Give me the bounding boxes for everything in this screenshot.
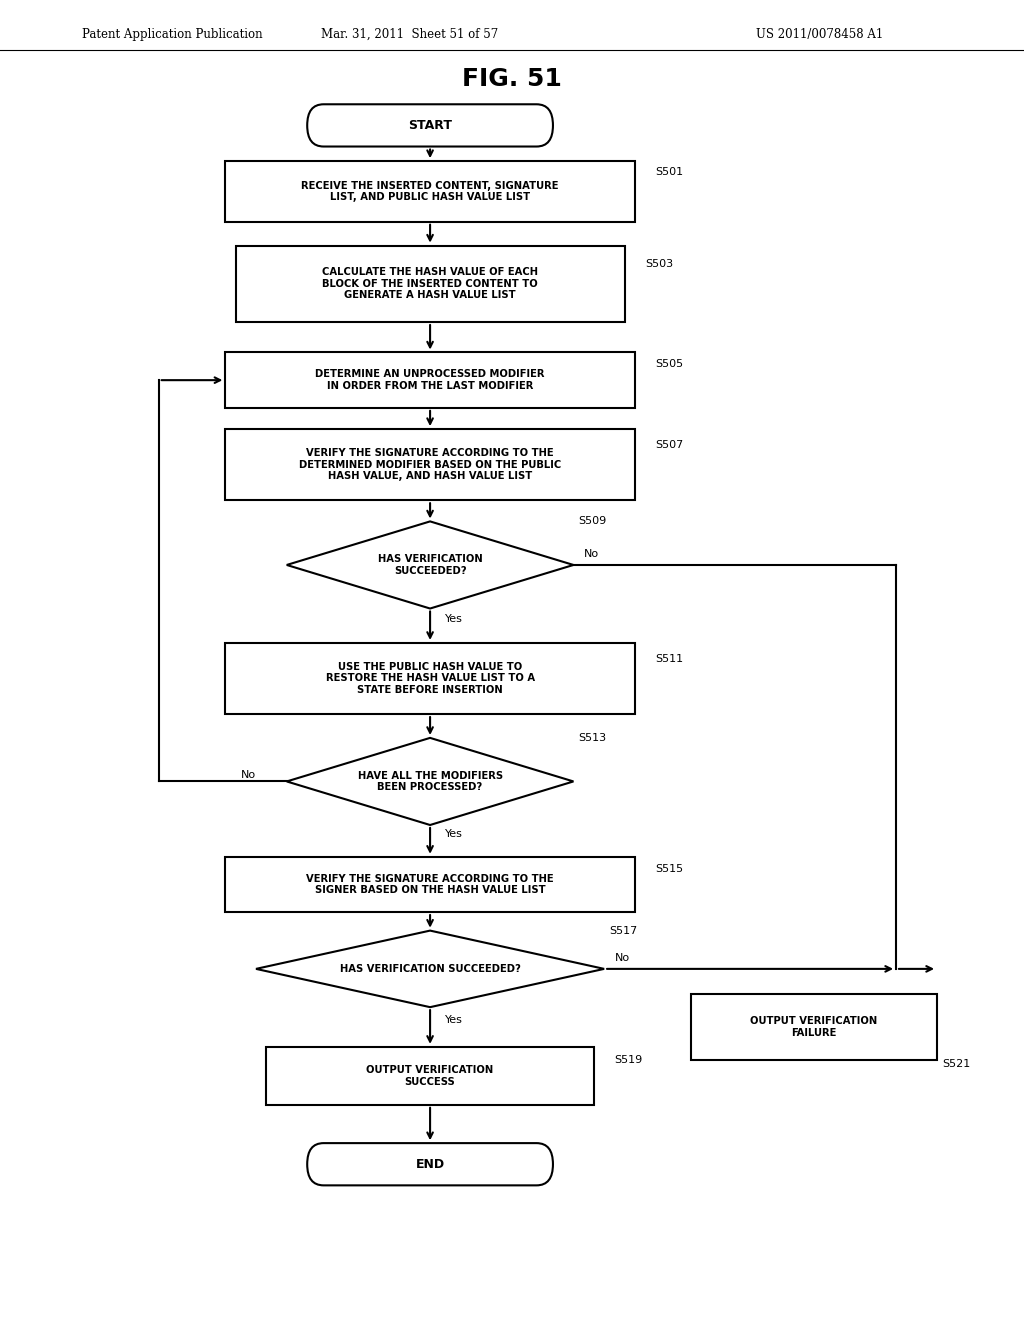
Text: S503: S503 (645, 259, 673, 269)
Text: END: END (416, 1158, 444, 1171)
Text: Mar. 31, 2011  Sheet 51 of 57: Mar. 31, 2011 Sheet 51 of 57 (321, 28, 499, 41)
Bar (225, 161, 635, 222)
Text: S519: S519 (614, 1055, 643, 1065)
Text: DETERMINE AN UNPROCESSED MODIFIER
IN ORDER FROM THE LAST MODIFIER: DETERMINE AN UNPROCESSED MODIFIER IN ORD… (315, 370, 545, 391)
Text: Yes: Yes (445, 1015, 463, 1026)
Text: S501: S501 (655, 166, 683, 177)
Text: HAS VERIFICATION SUCCEEDED?: HAS VERIFICATION SUCCEEDED? (340, 964, 520, 974)
Bar (225, 857, 635, 912)
Text: S517: S517 (609, 925, 638, 936)
FancyBboxPatch shape (307, 104, 553, 147)
Text: START: START (409, 119, 452, 132)
Text: S505: S505 (655, 359, 683, 370)
Polygon shape (256, 931, 604, 1007)
Text: US 2011/0078458 A1: US 2011/0078458 A1 (756, 28, 883, 41)
Text: No: No (241, 770, 256, 780)
Text: No: No (614, 953, 630, 964)
Text: OUTPUT VERIFICATION
SUCCESS: OUTPUT VERIFICATION SUCCESS (367, 1065, 494, 1086)
Text: S509: S509 (579, 516, 607, 527)
Text: HAS VERIFICATION
SUCCEEDED?: HAS VERIFICATION SUCCEEDED? (378, 554, 482, 576)
Text: CALCULATE THE HASH VALUE OF EACH
BLOCK OF THE INSERTED CONTENT TO
GENERATE A HAS: CALCULATE THE HASH VALUE OF EACH BLOCK O… (323, 267, 538, 301)
Bar (225, 643, 635, 714)
Text: Yes: Yes (445, 829, 463, 840)
Polygon shape (287, 521, 573, 609)
Bar (266, 1047, 594, 1105)
Text: S515: S515 (655, 863, 683, 874)
Text: S511: S511 (655, 653, 683, 664)
Text: Yes: Yes (445, 614, 463, 624)
Text: RECEIVE THE INSERTED CONTENT, SIGNATURE
LIST, AND PUBLIC HASH VALUE LIST: RECEIVE THE INSERTED CONTENT, SIGNATURE … (301, 181, 559, 202)
Text: FIG. 51: FIG. 51 (462, 67, 562, 91)
Bar (225, 352, 635, 408)
Bar (236, 246, 625, 322)
Bar (225, 429, 635, 500)
Text: Patent Application Publication: Patent Application Publication (82, 28, 262, 41)
Text: No: No (584, 549, 599, 560)
Text: HAVE ALL THE MODIFIERS
BEEN PROCESSED?: HAVE ALL THE MODIFIERS BEEN PROCESSED? (357, 771, 503, 792)
FancyBboxPatch shape (307, 1143, 553, 1185)
Bar (691, 994, 937, 1060)
Text: S507: S507 (655, 440, 684, 450)
Text: VERIFY THE SIGNATURE ACCORDING TO THE
DETERMINED MODIFIER BASED ON THE PUBLIC
HA: VERIFY THE SIGNATURE ACCORDING TO THE DE… (299, 447, 561, 482)
Text: USE THE PUBLIC HASH VALUE TO
RESTORE THE HASH VALUE LIST TO A
STATE BEFORE INSER: USE THE PUBLIC HASH VALUE TO RESTORE THE… (326, 661, 535, 696)
Text: VERIFY THE SIGNATURE ACCORDING TO THE
SIGNER BASED ON THE HASH VALUE LIST: VERIFY THE SIGNATURE ACCORDING TO THE SI… (306, 874, 554, 895)
Text: S521: S521 (942, 1059, 971, 1069)
Text: OUTPUT VERIFICATION
FAILURE: OUTPUT VERIFICATION FAILURE (751, 1016, 878, 1038)
Polygon shape (287, 738, 573, 825)
Text: S513: S513 (579, 733, 606, 743)
